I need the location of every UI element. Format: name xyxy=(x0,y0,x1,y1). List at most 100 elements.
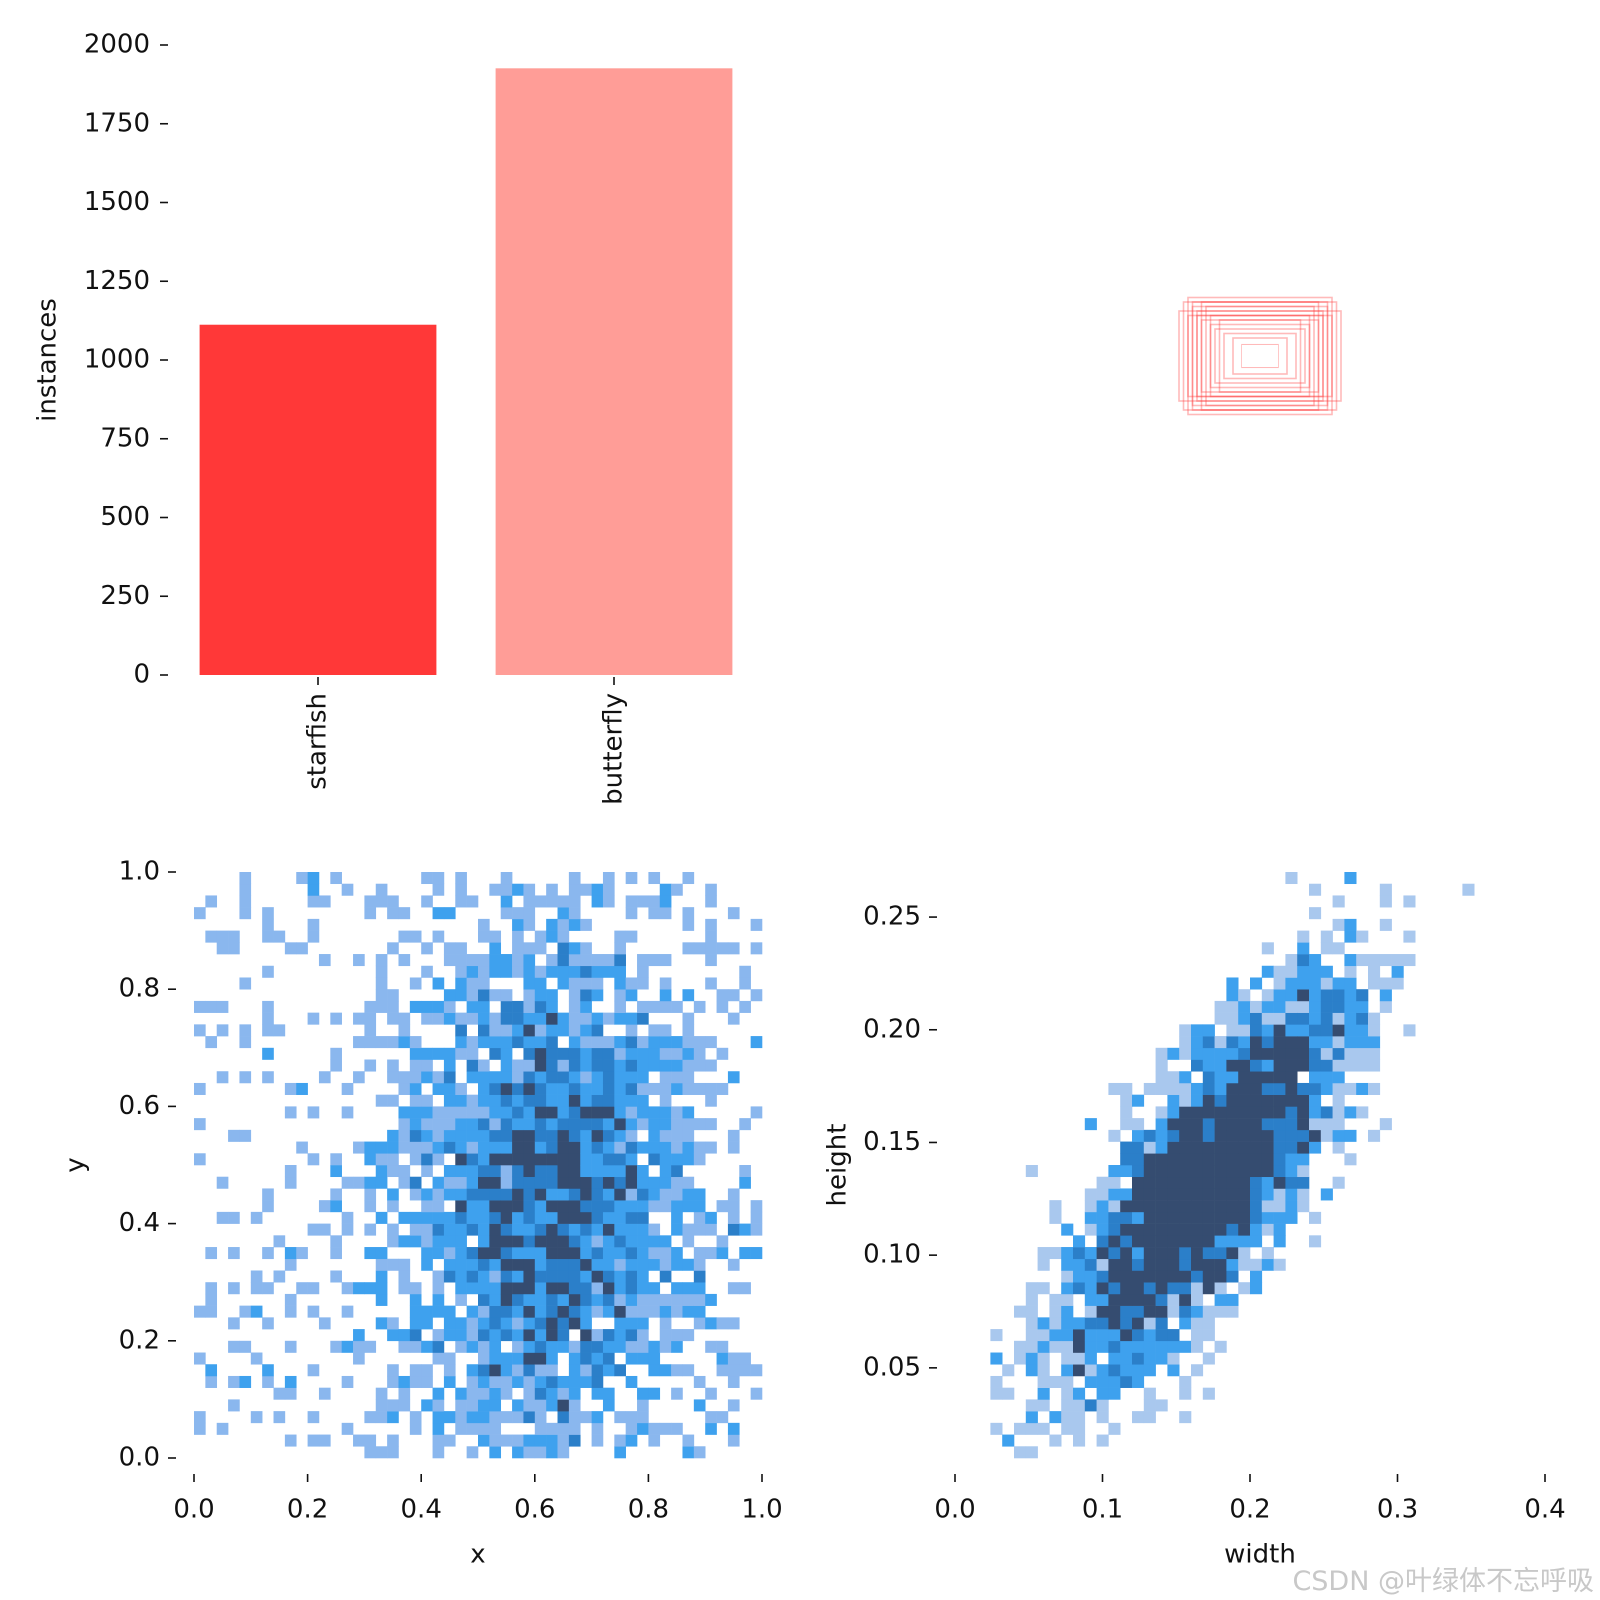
heat-cell xyxy=(1320,965,1333,978)
heat-cell xyxy=(1297,977,1310,990)
heat-cell xyxy=(727,1422,740,1435)
heat-cell xyxy=(421,1317,433,1330)
heat-cell xyxy=(421,1188,433,1201)
heat-cell xyxy=(318,1071,331,1084)
y-tick-label: 1500 xyxy=(84,187,150,217)
heat-cell xyxy=(341,1082,354,1095)
heat-cell xyxy=(1191,1282,1204,1295)
heat-cell xyxy=(1132,1411,1145,1424)
heat-cell xyxy=(466,977,479,990)
heat-cell xyxy=(1120,1223,1133,1236)
heat-cell xyxy=(398,954,411,967)
heat-cell xyxy=(648,1235,661,1248)
heat-cell xyxy=(1202,1024,1215,1037)
heat-cell xyxy=(387,1071,399,1084)
heat-cell xyxy=(284,942,297,955)
heat-cell xyxy=(1096,1235,1109,1248)
heat-cell xyxy=(1143,1141,1156,1154)
heat-cell xyxy=(500,895,513,908)
heat-cell xyxy=(375,1317,388,1330)
heat-cell xyxy=(1061,1399,1074,1412)
heat-cell xyxy=(659,1422,672,1435)
x-tick-label: 0.0 xyxy=(173,1495,214,1525)
heat-cell xyxy=(1120,1165,1133,1178)
heat-cell xyxy=(727,1211,740,1224)
heat-cell xyxy=(387,1188,399,1201)
heat-cell xyxy=(1037,1258,1050,1271)
heat-cell xyxy=(1179,1211,1192,1224)
heat-cell xyxy=(568,1047,581,1060)
heat-cell xyxy=(1320,1082,1333,1095)
heat-cell xyxy=(534,1165,547,1178)
heat-cell xyxy=(478,1071,490,1084)
heat-cell xyxy=(353,954,365,967)
heat-cell xyxy=(273,1270,286,1283)
heat-cell xyxy=(727,1434,740,1447)
heat-cell xyxy=(1202,1106,1215,1119)
heat-cell xyxy=(557,1270,570,1283)
heat-cell xyxy=(1191,1247,1204,1260)
heat-cell xyxy=(262,1364,274,1377)
heat-cell xyxy=(1179,1258,1192,1271)
heat-cell xyxy=(512,1036,524,1049)
heat-cell xyxy=(364,1411,377,1424)
heat-cell xyxy=(466,1305,479,1318)
heat-cell xyxy=(1179,1118,1192,1131)
heat-cell xyxy=(523,1071,536,1084)
heat-cell xyxy=(296,1282,308,1295)
heat-cell xyxy=(1179,1071,1192,1084)
heat-cell xyxy=(455,1270,467,1283)
heat-cell xyxy=(307,872,320,885)
label-box xyxy=(1232,337,1288,375)
heat-cell xyxy=(455,1399,467,1412)
heat-cell xyxy=(387,1399,399,1412)
heat-cell xyxy=(705,1223,717,1236)
heat-cell xyxy=(1285,1012,1298,1025)
heat-cell xyxy=(364,1188,377,1201)
heat-cell xyxy=(1261,1176,1274,1189)
label-box xyxy=(1200,301,1320,411)
heat-cell xyxy=(1108,1340,1121,1353)
heat-cell xyxy=(1273,989,1286,1002)
heat-cell xyxy=(1297,1118,1310,1131)
heat-cell xyxy=(534,1012,547,1025)
heat-cell xyxy=(500,1082,513,1095)
heat-cell xyxy=(1297,1188,1310,1201)
heat-cell xyxy=(602,1188,615,1201)
heat-cell xyxy=(398,1012,411,1025)
heat-cell xyxy=(1238,1129,1251,1142)
heat-cell xyxy=(273,1411,286,1424)
heat-cell xyxy=(682,1153,695,1166)
heat-cell xyxy=(262,1071,274,1084)
heat-cell xyxy=(500,1000,513,1013)
heat-cell xyxy=(625,895,638,908)
heat-cell xyxy=(648,1282,661,1295)
heat-cell xyxy=(591,1223,604,1236)
heat-cell xyxy=(1202,1235,1215,1248)
heat-cell xyxy=(1025,1422,1038,1435)
heat-cell xyxy=(489,883,502,896)
heat-cell xyxy=(443,1235,456,1248)
heat-cell xyxy=(1250,1094,1263,1107)
heat-cell xyxy=(455,1235,467,1248)
heat-cell xyxy=(705,883,717,896)
heat-cell xyxy=(398,930,411,943)
heat-cell xyxy=(682,1129,695,1142)
heat-cell xyxy=(398,1165,411,1178)
heat-cell xyxy=(250,1305,263,1318)
heat-cell xyxy=(307,1434,320,1447)
heat-cell xyxy=(284,1434,297,1447)
heat-cell xyxy=(466,1329,479,1342)
heat-cell xyxy=(284,1176,297,1189)
heat-cell xyxy=(318,1317,331,1330)
heat-cell xyxy=(625,1211,638,1224)
heat-cell xyxy=(602,1247,615,1260)
heat-cell xyxy=(330,1200,342,1213)
heat-cell xyxy=(1132,1305,1145,1318)
heat-cell xyxy=(1073,1317,1086,1330)
heat-cell xyxy=(580,1282,592,1295)
heat-cell xyxy=(1320,1188,1333,1201)
heat-cell xyxy=(1332,1118,1345,1131)
heat-cell xyxy=(557,1329,570,1342)
heat-cell xyxy=(1155,1340,1168,1353)
